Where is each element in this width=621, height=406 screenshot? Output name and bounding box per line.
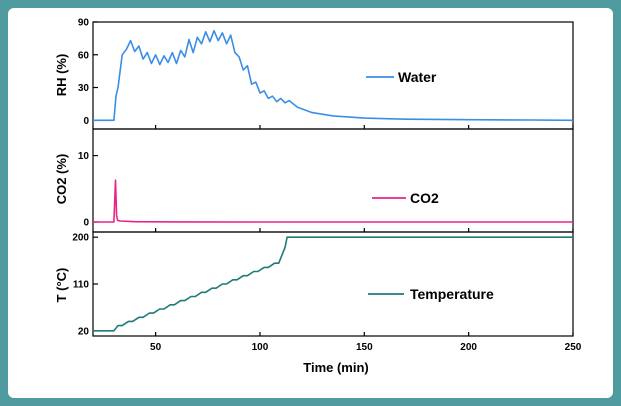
x-tick-label: 100	[252, 342, 269, 353]
y-tick-label: 110	[73, 280, 90, 291]
series-line-water	[93, 29, 574, 122]
x-axis-title: Time (min)	[303, 360, 369, 375]
panel-frame	[92, 128, 574, 233]
x-tick-label: 50	[150, 342, 162, 353]
panel-frame	[92, 21, 574, 130]
y-tick-label: 0	[83, 218, 89, 229]
y-tick-label: 200	[72, 233, 89, 244]
y-tick-label: 90	[78, 18, 90, 29]
legend-label: Water	[398, 69, 437, 85]
y-tick-label: 60	[78, 50, 90, 61]
x-tick-label: 250	[565, 342, 582, 353]
panel-frame	[92, 231, 574, 337]
y-axis-title: T (°C)	[54, 268, 69, 303]
figure-card	[8, 8, 613, 398]
x-tick-label: 200	[460, 342, 477, 353]
legend-label: CO2	[410, 190, 439, 206]
y-tick-label: 30	[78, 83, 90, 94]
y-axis-title: RH (%)	[54, 54, 69, 97]
y-tick-label: 10	[78, 151, 90, 162]
series-line-co2	[93, 179, 573, 223]
y-tick-label: 20	[78, 326, 90, 337]
y-tick-label: 0	[83, 116, 89, 127]
legend-label: Temperature	[410, 286, 494, 302]
series-line-temperature	[93, 236, 573, 332]
x-tick-label: 150	[356, 342, 373, 353]
y-axis-title: CO2 (%)	[54, 154, 69, 205]
